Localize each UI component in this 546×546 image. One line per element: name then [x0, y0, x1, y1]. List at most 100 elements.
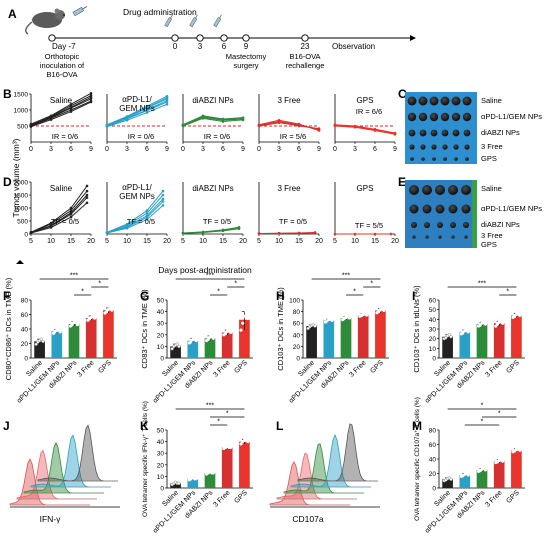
panel-e-label-diabzi: diABZI NPs	[481, 220, 520, 229]
data-point	[69, 215, 73, 219]
data-point	[125, 115, 129, 119]
data-point	[353, 232, 357, 236]
data-point	[500, 321, 505, 325]
panel-e-letter: E	[398, 175, 406, 189]
significance-label: ***	[70, 273, 78, 280]
e-diabzi-tumor-5	[463, 222, 469, 228]
data-point	[29, 125, 33, 128]
significance-label: ***	[342, 273, 350, 280]
subplot-title: diABZI NPs	[192, 184, 233, 193]
data-point	[244, 437, 248, 441]
timeline-day-6: 6	[222, 42, 227, 51]
data-point	[89, 95, 93, 99]
c-3free-tumor-5	[453, 144, 459, 150]
data-point	[85, 193, 89, 197]
x-tick-label: 0	[333, 146, 337, 153]
y-tick-label: 20	[429, 336, 437, 343]
data-point	[239, 442, 243, 446]
data-point	[246, 316, 250, 321]
series-line-3	[182, 117, 244, 127]
x-tick-label: 20	[87, 238, 95, 245]
bar-4	[493, 323, 505, 358]
y-tick-label: 500	[17, 219, 28, 226]
data-point	[333, 124, 337, 127]
y-tick-label: 40	[157, 439, 165, 446]
series-line-1	[182, 117, 244, 126]
panel-e-photo: Saline αPD-L1/GEM NPs diABZI NPs 3 Free …	[405, 180, 542, 249]
c-gps-tumor-5	[454, 157, 458, 161]
x-tick-label: 15	[295, 238, 303, 245]
syringe-icons-timeline	[164, 14, 222, 28]
timeline-arrowhead	[410, 35, 416, 41]
subplot-title: αPD-L1/	[122, 183, 152, 192]
data-point	[165, 96, 169, 100]
timeline-marker-day-6	[220, 34, 228, 42]
data-point	[69, 206, 73, 210]
data-point	[317, 127, 321, 130]
significance-label: ***	[206, 403, 214, 410]
c-diabzi-tumor-6	[463, 129, 471, 137]
e-saline-tumor-2	[422, 185, 432, 195]
panel-i-letter: I	[412, 289, 415, 303]
subplot-title: GEM NPs	[119, 104, 155, 113]
bar-2	[459, 474, 471, 488]
data-point	[277, 232, 281, 235]
data-point	[221, 229, 225, 232]
data-point	[317, 129, 321, 132]
y-axis-label: OVA tetramer specific IFN-γ⁺ T cells (%)	[142, 401, 149, 517]
x-tick-label: 0	[257, 146, 261, 153]
data-point	[39, 337, 43, 341]
data-point	[223, 331, 228, 336]
bd-y-axis-label: Tumor volume (mm³)	[11, 138, 21, 217]
y-tick-label: 60	[21, 312, 29, 319]
panel-d-subplot-5: 5 10 15 20 GPS TF = 5/5	[333, 182, 399, 245]
series-line-4	[182, 116, 244, 126]
c-3free-tumor-3	[431, 144, 437, 150]
bar-3	[476, 469, 488, 488]
timeline-day-0: 0	[173, 42, 178, 51]
data-point	[69, 211, 73, 214]
x-tick-label: 20	[391, 238, 399, 245]
subplot-annotation: IR = 0/6	[52, 132, 78, 141]
data-point	[373, 232, 377, 236]
data-point	[257, 232, 261, 235]
bar-4	[357, 315, 369, 358]
e-3free-tumor-3	[438, 235, 442, 239]
data-point	[85, 196, 89, 199]
y-tick-label: 10	[429, 346, 437, 353]
y-tick-label: 40	[21, 327, 29, 334]
x-tick-label: 9	[89, 146, 93, 153]
subplot-title: GEM NPs	[119, 192, 155, 201]
panel-e-label-gps: GPS	[481, 240, 497, 249]
series-line-5	[106, 99, 168, 127]
data-point	[201, 230, 205, 234]
series-line-1	[30, 190, 88, 233]
y-tick-label: 50	[157, 298, 165, 305]
significance-label: ***	[206, 273, 214, 280]
timeline-marker-day-23	[301, 34, 309, 42]
bar-1	[442, 336, 453, 358]
x-tick-label: 10	[275, 238, 283, 245]
panel-j-flow-histogram	[9, 424, 120, 508]
bar-3	[204, 338, 216, 358]
data-point	[210, 334, 214, 338]
bar-3	[340, 317, 352, 358]
y-tick-label: 0	[24, 356, 28, 363]
significance-label: *	[226, 411, 229, 418]
panel-e-label-3free: 3 Free	[481, 231, 503, 240]
x-tick-label: 3	[353, 146, 357, 153]
data-point	[483, 468, 488, 472]
data-point	[449, 477, 453, 481]
x-tick-label: 0	[29, 146, 33, 153]
bar-4	[85, 318, 97, 358]
data-point	[277, 118, 281, 122]
data-point	[105, 123, 109, 127]
panel-b-subplot-1: 0 3 6 9 500 1000 1500 Saline IR = 0/6	[14, 92, 94, 154]
data-point	[145, 218, 149, 221]
panel-j-x-label: IFN-γ	[40, 514, 62, 524]
timeline-observation: Observation	[332, 42, 375, 51]
bar-5	[511, 450, 522, 488]
c-diabzi-tumor-4	[441, 129, 449, 137]
